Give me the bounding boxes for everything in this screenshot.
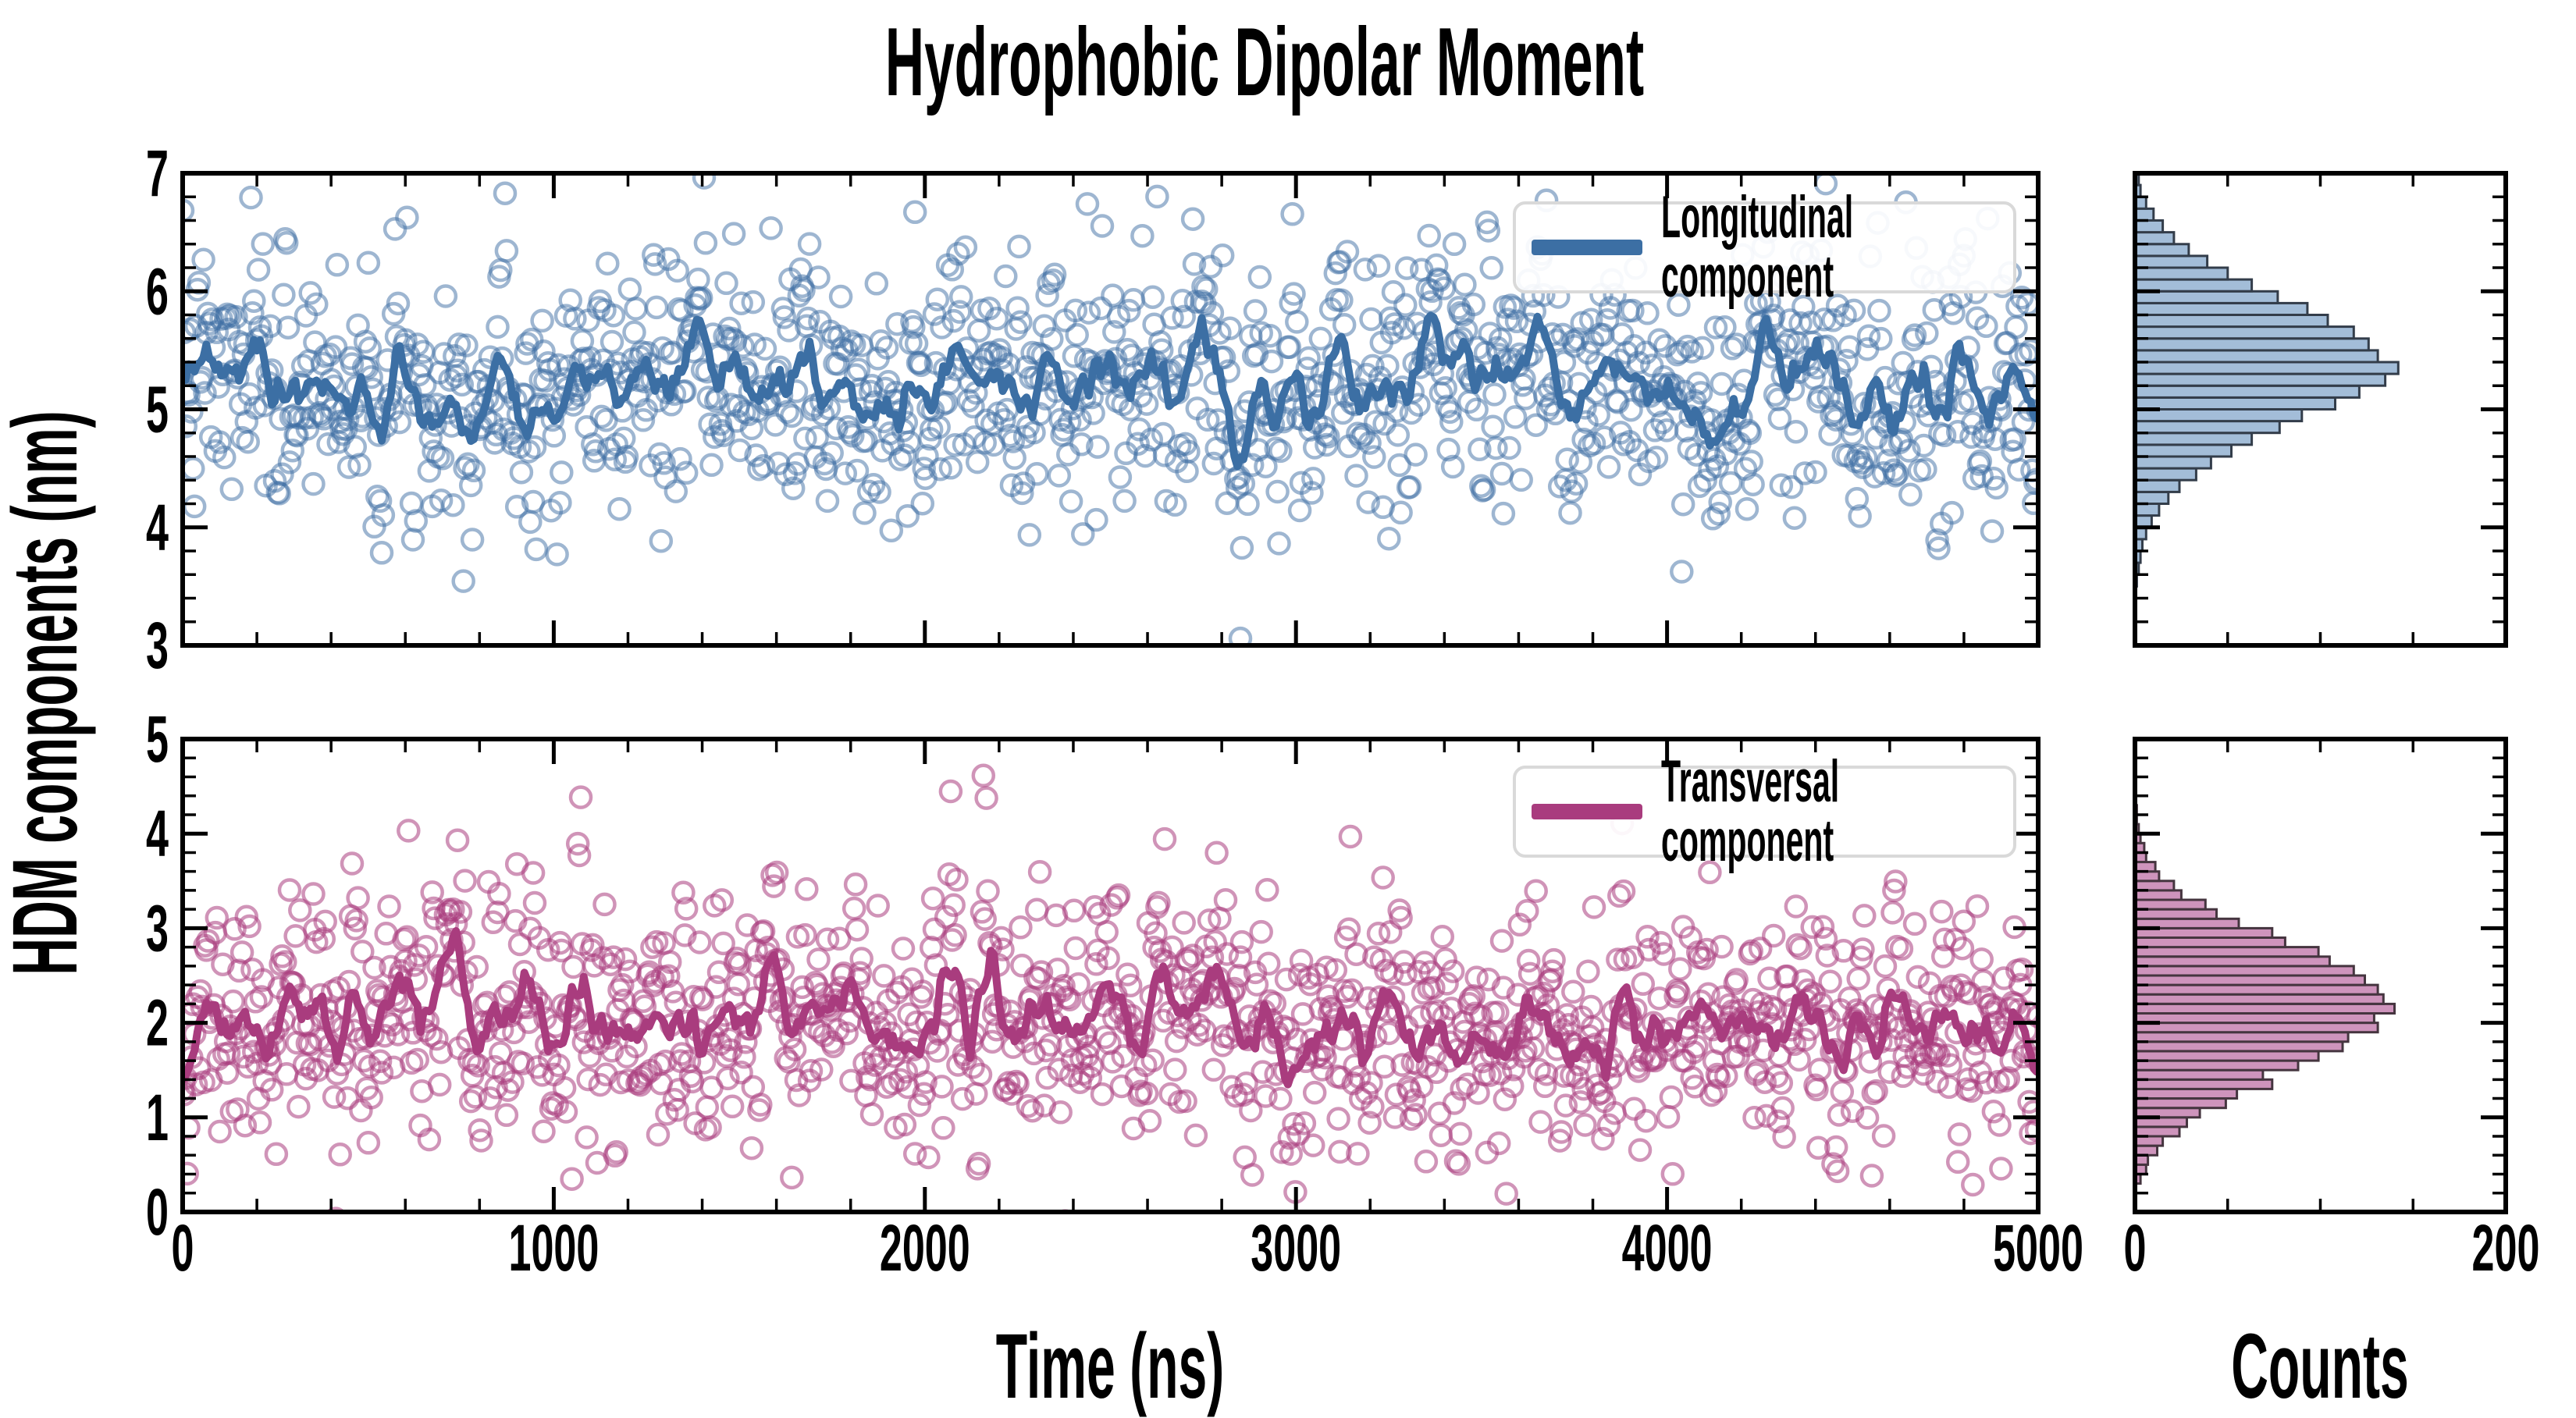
- svg-text:0: 0: [2124, 1211, 2147, 1285]
- svg-text:3: 3: [146, 609, 169, 682]
- legend-longitudinal: Longitudinal component: [1513, 188, 2016, 307]
- svg-text:1000: 1000: [508, 1211, 599, 1285]
- transversal-hist-axes: [2133, 737, 2508, 1214]
- svg-text:4: 4: [146, 797, 169, 870]
- counts-tick-labels: 0 200: [2124, 1211, 2540, 1285]
- longitudinal-axes: [180, 171, 2041, 648]
- svg-text:4: 4: [146, 491, 169, 564]
- counts-axis-label-text: Counts: [2231, 1315, 2409, 1418]
- figure-title: Hydrophobic Dipolar Moment: [0, 14, 2529, 111]
- transversal-histogram: [2133, 804, 2396, 1185]
- x-tick-labels: 0 1000 2000 3000 4000 5000: [172, 1211, 2083, 1285]
- x-axis-label-text: Time (ns): [995, 1315, 1225, 1418]
- y-axis-label: HDM components (nm): [0, 189, 97, 1196]
- panel-transversal: [183, 763, 2038, 1212]
- figure-title-text: Hydrophobic Dipolar Moment: [884, 9, 1645, 116]
- svg-text:7: 7: [146, 137, 169, 210]
- svg-text:1: 1: [146, 1081, 169, 1154]
- svg-text:6: 6: [146, 255, 169, 329]
- svg-text:5000: 5000: [1993, 1211, 2083, 1285]
- svg-text:200: 200: [2472, 1211, 2540, 1285]
- x-axis-label: Time (ns): [906, 1320, 1314, 1413]
- legend-label-longitudinal: Longitudinal component: [1661, 184, 1854, 310]
- svg-text:2000: 2000: [880, 1211, 970, 1285]
- transversal-running-average-line: [183, 927, 2038, 1089]
- svg-text:0: 0: [146, 1175, 169, 1249]
- legend-transversal: Transversal component: [1513, 752, 2016, 871]
- svg-text:4000: 4000: [1622, 1211, 1713, 1285]
- transversal-axes: [180, 737, 2041, 1214]
- longitudinal-ytick-labels: 7 6 5 4 3: [146, 137, 169, 682]
- counts-axis-label: Counts: [2161, 1320, 2478, 1413]
- longitudinal-running-average-line: [183, 311, 2038, 471]
- legend-swatch-transversal: [1532, 804, 1642, 819]
- svg-text:3: 3: [146, 892, 169, 965]
- svg-text:0: 0: [172, 1211, 194, 1285]
- transversal-ytick-labels: 5 4 3 2 1 0: [146, 702, 169, 1249]
- legend-label-transversal: Transversal component: [1661, 748, 1840, 874]
- legend-swatch-longitudinal: [1532, 240, 1642, 255]
- svg-text:3000: 3000: [1251, 1211, 1341, 1285]
- longitudinal-histogram: [2133, 172, 2400, 588]
- svg-text:2: 2: [146, 986, 169, 1060]
- longitudinal-hist-axes: [2133, 171, 2508, 648]
- svg-text:5: 5: [146, 373, 169, 446]
- svg-text:5: 5: [146, 702, 169, 776]
- y-axis-label-text: HDM components (nm): [0, 410, 97, 976]
